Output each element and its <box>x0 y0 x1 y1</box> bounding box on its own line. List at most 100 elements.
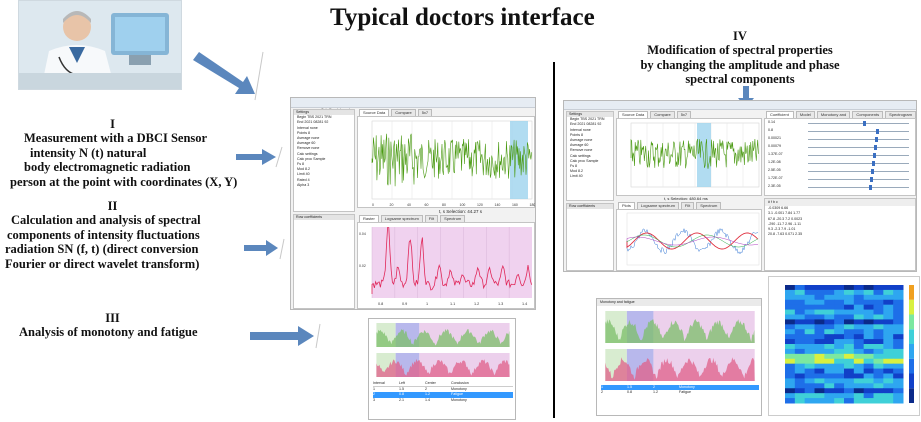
slider-handle[interactable] <box>862 120 866 126</box>
app2-toolbar[interactable] <box>564 101 916 110</box>
coefficient-slider[interactable] <box>808 184 909 190</box>
monotony-window[interactable]: Interval Left Center Conclusion 1 1.5 2 Monoton… <box>368 318 516 420</box>
slider-handle[interactable] <box>869 176 873 182</box>
coefficient-row[interactable]: 1.37E-07 <box>765 151 915 159</box>
coefficient-slider[interactable] <box>808 120 909 126</box>
coefficient-slider[interactable] <box>808 128 909 134</box>
coefficient-row[interactable]: 2.5E-05 <box>765 167 915 175</box>
settings-item[interactable]: Average none <box>297 136 320 141</box>
table-row[interactable]: 1 1.5 2 Monotony <box>601 385 759 391</box>
settings-item[interactable]: Calc proc Sample <box>570 158 599 163</box>
coefficients-title: Row coefficients <box>294 215 354 221</box>
coefficient-row[interactable]: 0.00079 <box>765 143 915 151</box>
slider-handle[interactable] <box>870 168 874 174</box>
spectrogram-cell <box>863 329 874 335</box>
spectrogram-cell <box>844 388 855 394</box>
table-row[interactable]: 1 1.5 2 Monotony <box>373 387 513 392</box>
coefficient-row[interactable]: 1.2E-08 <box>765 159 915 167</box>
slider-handle[interactable] <box>872 152 876 158</box>
coefficient-row[interactable]: 0.8 <box>765 127 915 135</box>
app2-settings-panel[interactable]: Settings Begin TBS 2021 TRN End 2021 0828… <box>566 111 614 201</box>
coefficient-slider[interactable] <box>808 152 909 158</box>
monotony-window-2[interactable]: Monotony and fatigue 1 1.5 2 Monotony 2 0.8 1.… <box>596 298 762 416</box>
settings-item[interactable]: Begin TBS 2021 TRN <box>297 115 332 120</box>
coefficient-row[interactable]: 2.3E-05 <box>765 183 915 191</box>
coefficient-row[interactable]: 1.72E-07 <box>765 175 915 183</box>
settings-item[interactable]: Limit 40 <box>570 174 583 179</box>
monotony-2-table[interactable]: 1 1.5 2 Monotony 2 0.8 1.2 Fatigue <box>601 385 759 395</box>
table-cell: 2 <box>373 392 375 397</box>
numbers-list: -0.0309 6.66 3.1 -0.001 7.84 1.77 67.8 -20… <box>765 206 915 237</box>
spectrogram-cell <box>794 294 806 301</box>
coefficient-slider[interactable] <box>808 160 909 166</box>
settings-list[interactable]: Begin TBS 2021 TRN End 2021 08281 92 Inter… <box>294 115 354 188</box>
spectrogram-cell <box>794 324 806 330</box>
slider-handle[interactable] <box>873 144 877 150</box>
monotony-table[interactable]: Interval Left Center Conclusion 1 1.5 2 Monoton… <box>373 381 513 403</box>
settings-item[interactable]: Remove none <box>570 148 593 153</box>
coefficient-row[interactable]: 0.14 <box>765 119 915 127</box>
spectrogram-cell <box>785 289 796 296</box>
table-row[interactable]: 2 0.8 1.2 Fatigue <box>373 392 513 398</box>
coefficient-rows[interactable]: 0.14 0.8 0.00021 0.00079 1.37E-07 1.2E-08 2.5E… <box>765 119 915 191</box>
settings-item[interactable]: Calc settings <box>570 153 591 158</box>
spectrogram-cell <box>834 339 845 345</box>
x-tick-label: 1.3 <box>498 302 503 306</box>
settings-item[interactable]: Interval none <box>570 127 591 132</box>
app2-settings-list[interactable]: Begin TBS 2021 TRN End 2021 08281 92 Inter… <box>567 117 613 179</box>
table-row[interactable]: 3 2.1 1.4 Monotony <box>373 398 513 403</box>
spectrogram-cell <box>853 339 865 345</box>
app2-model-plot <box>626 212 760 266</box>
table-row[interactable]: 2 0.8 1.2 Fatigue <box>601 390 759 395</box>
settings-item[interactable]: Points 8 <box>570 132 583 137</box>
settings-item[interactable]: Begin TBS 2021 TRN <box>570 117 605 122</box>
slider-handle[interactable] <box>874 136 878 142</box>
settings-item[interactable]: Remove none <box>297 146 320 151</box>
coefficient-slider[interactable] <box>808 144 909 150</box>
app2-tabs[interactable]: Source Data Compare 5x7 <box>618 111 692 119</box>
spectrogram-cell <box>863 358 874 365</box>
app-window-analysis[interactable]: Calc Fo: alpha calc Settings Begin TBS 2… <box>290 97 536 310</box>
spectrogram-cell <box>814 314 825 320</box>
settings-item[interactable]: Points 8 <box>297 130 310 135</box>
coefficient-editor[interactable]: 0.14 0.8 0.00021 0.00079 1.37E-07 1.2E-08 2.5E… <box>764 118 916 196</box>
settings-item[interactable]: Calc proc Sample <box>297 156 326 161</box>
settings-item[interactable]: Interval none <box>297 125 318 130</box>
spectrogram-cell <box>893 353 904 360</box>
spectrogram-cell <box>804 348 815 355</box>
settings-item[interactable]: Mod 8.2 <box>570 169 583 174</box>
selection-readout: t, s Selection: 44.27 s <box>439 209 483 214</box>
coefficient-row[interactable]: 0.00021 <box>765 135 915 143</box>
settings-item[interactable]: Mod 8.2 <box>297 167 310 172</box>
settings-item[interactable]: Rated 4 <box>297 177 310 182</box>
coefficients-panel[interactable]: Row coefficients <box>293 214 355 309</box>
step-2-line-2: components of intensity fluctuations <box>7 227 200 242</box>
step-4-numeral: IV <box>733 29 747 43</box>
coefficient-slider[interactable] <box>808 136 909 142</box>
settings-item[interactable]: Fs 8 <box>570 164 577 169</box>
slider-handle[interactable] <box>871 160 875 166</box>
slider-handle[interactable] <box>875 128 879 134</box>
spectrogram-cell <box>844 358 855 365</box>
coefficient-slider[interactable] <box>808 176 909 182</box>
app-window-modification[interactable]: Settings Begin TBS 2021 TRN End 2021 0828… <box>563 100 917 272</box>
settings-panel[interactable]: Settings Begin TBS 2021 TRN End 2021 0828… <box>293 109 355 212</box>
settings-item[interactable]: Average 60 <box>570 143 589 148</box>
settings-item[interactable]: Alpha 3 <box>297 182 310 187</box>
settings-item[interactable]: End 2021 08281 92 <box>570 122 602 127</box>
slider-handle[interactable] <box>868 184 872 190</box>
coefficient-slider[interactable] <box>808 168 909 174</box>
settings-item[interactable]: Calc settings <box>297 151 318 156</box>
spectrogram-cell <box>873 363 884 370</box>
spectrogram-cell <box>824 388 835 394</box>
settings-item[interactable]: Average 60 <box>297 141 316 146</box>
app-toolbar[interactable]: Calc Fo: alpha calc <box>291 98 535 112</box>
settings-item[interactable]: Limit 40 <box>297 172 310 177</box>
settings-item[interactable]: End 2021 08281 92 <box>297 120 329 125</box>
spectrogram-cell <box>893 334 904 340</box>
settings-item[interactable]: Fs 8 <box>297 162 304 167</box>
settings-item[interactable]: Average none <box>570 138 593 143</box>
spectrogram-cell <box>853 309 865 315</box>
app2-coefficients-panel[interactable]: Row coefficients <box>566 203 614 271</box>
monotony-area <box>605 357 755 381</box>
